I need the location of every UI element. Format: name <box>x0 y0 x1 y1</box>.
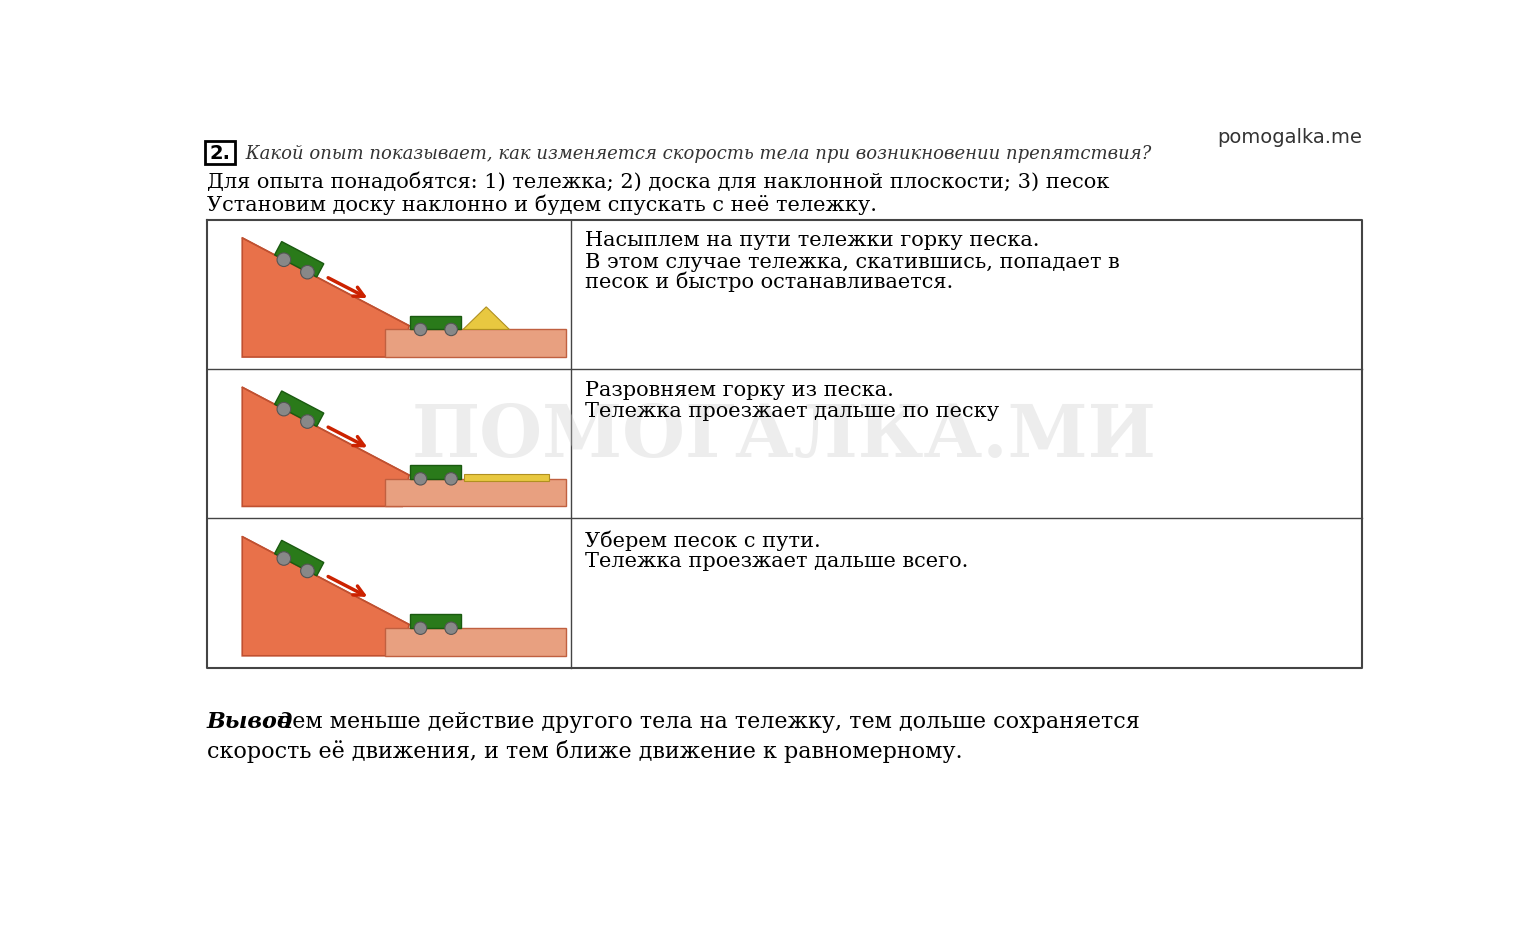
Text: Уберем песок с пути.: Уберем песок с пути. <box>585 529 821 550</box>
Polygon shape <box>385 479 565 506</box>
Circle shape <box>414 324 427 336</box>
Text: Разровняем горку из песка.: Разровняем горку из песка. <box>585 381 895 399</box>
Polygon shape <box>274 391 323 426</box>
Text: 2.: 2. <box>210 144 231 163</box>
Polygon shape <box>385 330 565 358</box>
Polygon shape <box>274 243 323 278</box>
Polygon shape <box>385 628 565 656</box>
Circle shape <box>300 267 314 280</box>
Polygon shape <box>464 474 548 482</box>
Circle shape <box>414 623 427 635</box>
Circle shape <box>444 324 458 336</box>
Text: скорость её движения, и тем ближе движение к равномерному.: скорость её движения, и тем ближе движен… <box>207 740 962 763</box>
Circle shape <box>300 415 314 428</box>
Text: Установим доску наклонно и будем спускать с неё тележку.: Установим доску наклонно и будем спускат… <box>207 195 876 215</box>
Polygon shape <box>411 466 461 479</box>
Polygon shape <box>463 307 509 330</box>
Text: ПОМОГАЛКА.МИ: ПОМОГАЛКА.МИ <box>412 401 1157 472</box>
Text: В этом случае тележка, скатившись, попадает в: В этом случае тележка, скатившись, попад… <box>585 252 1120 271</box>
Polygon shape <box>242 239 409 358</box>
Circle shape <box>414 473 427 486</box>
Polygon shape <box>242 387 409 506</box>
Text: pomogalka.me: pomogalka.me <box>1216 129 1362 147</box>
Polygon shape <box>274 541 323 576</box>
Circle shape <box>444 623 458 635</box>
Circle shape <box>277 253 291 268</box>
Circle shape <box>300 565 314 578</box>
Text: Для опыта понадобятся: 1) тележка; 2) доска для наклонной плоскости; 3) песок: Для опыта понадобятся: 1) тележка; 2) до… <box>207 172 1109 191</box>
Text: Тележка проезжает дальше по песку: Тележка проезжает дальше по песку <box>585 402 999 421</box>
Circle shape <box>277 403 291 416</box>
Polygon shape <box>411 316 461 330</box>
Circle shape <box>444 473 458 486</box>
Polygon shape <box>411 615 461 628</box>
Text: Вывод: Вывод <box>207 710 293 732</box>
Text: песок и быстро останавливается.: песок и быстро останавливается. <box>585 271 953 291</box>
Polygon shape <box>242 537 409 656</box>
Circle shape <box>277 552 291 565</box>
FancyBboxPatch shape <box>205 142 234 165</box>
Text: : чем меньше действие другого тела на тележку, тем дольше сохраняется: : чем меньше действие другого тела на те… <box>264 710 1140 732</box>
Text: Тележка проезжает дальше всего.: Тележка проезжает дальше всего. <box>585 551 968 570</box>
Text: Какой опыт показывает, как изменяется скорость тела при возникновении препятстви: Какой опыт показывает, как изменяется ск… <box>239 145 1151 163</box>
Text: Насыплем на пути тележки горку песка.: Насыплем на пути тележки горку песка. <box>585 231 1040 250</box>
